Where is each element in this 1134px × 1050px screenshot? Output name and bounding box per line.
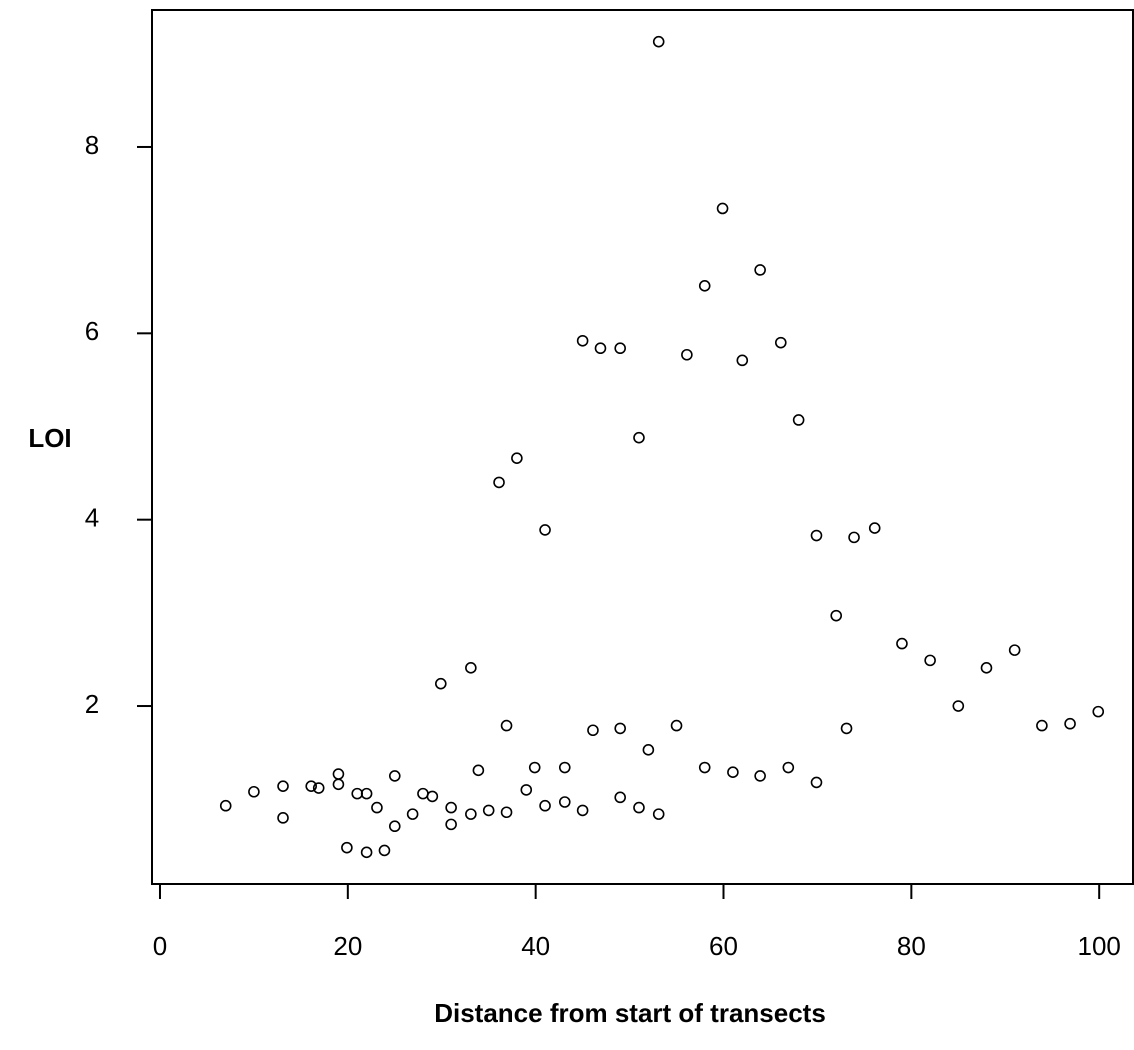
point (792, 414, 805, 426)
point (1092, 705, 1105, 718)
point (371, 801, 383, 814)
point (830, 609, 843, 622)
point (277, 780, 289, 792)
point (754, 264, 766, 276)
point (698, 280, 711, 292)
point (980, 662, 993, 674)
point (493, 476, 505, 489)
point (248, 785, 260, 798)
point (576, 334, 589, 347)
point (360, 846, 373, 859)
point (539, 799, 551, 812)
point (465, 662, 477, 674)
point (716, 202, 729, 215)
point (558, 796, 571, 808)
point (406, 808, 419, 820)
point (1008, 644, 1021, 656)
point (652, 808, 665, 820)
point (681, 348, 693, 361)
point (810, 776, 823, 789)
point (868, 522, 881, 534)
y-axis-label: LOI (28, 423, 71, 453)
x-tick-label: 40 (521, 931, 550, 961)
y-tick-label: 4 (85, 503, 99, 533)
point (388, 770, 401, 782)
point (219, 799, 232, 812)
point (445, 818, 457, 831)
point (472, 764, 485, 777)
point (360, 787, 373, 800)
point (417, 787, 429, 800)
point (277, 812, 289, 824)
point (312, 782, 325, 794)
point (810, 529, 823, 542)
point (736, 354, 749, 367)
x-tick-label: 100 (1077, 931, 1120, 961)
point (576, 804, 589, 817)
point (332, 768, 345, 780)
point (952, 700, 965, 712)
point (482, 804, 495, 817)
y-tick-label: 8 (85, 130, 99, 160)
point (782, 761, 795, 774)
point (614, 342, 626, 355)
point (539, 524, 551, 536)
point (445, 801, 457, 814)
point (388, 820, 401, 833)
point (435, 677, 447, 690)
point (774, 336, 787, 349)
x-tick-label: 0 (153, 931, 167, 961)
point (500, 806, 513, 819)
point (332, 778, 345, 791)
point (465, 808, 477, 820)
point (614, 791, 626, 804)
point (378, 844, 391, 857)
point (896, 637, 908, 650)
x-tick-label: 20 (333, 931, 362, 961)
point (614, 722, 626, 735)
x-tick-label: 60 (709, 931, 738, 961)
point (698, 761, 711, 774)
point (305, 780, 317, 792)
point (558, 761, 571, 774)
point (633, 431, 645, 444)
point (351, 787, 364, 800)
plot-box (151, 9, 1134, 885)
x-axis-label: Distance from start of transects (434, 998, 826, 1028)
point (652, 35, 665, 48)
point (594, 342, 607, 355)
point (727, 766, 739, 778)
point (633, 801, 645, 814)
point (1064, 717, 1076, 730)
x-tick-label: 80 (897, 931, 926, 961)
point (426, 790, 439, 803)
point (670, 719, 683, 732)
point (754, 770, 766, 782)
point (511, 452, 523, 464)
point (642, 744, 655, 756)
y-tick-label: 6 (85, 316, 99, 346)
point (520, 784, 533, 796)
y-tick-label: 2 (85, 689, 99, 719)
point (1036, 719, 1048, 732)
point (924, 654, 936, 667)
point (840, 722, 853, 735)
point (587, 724, 599, 737)
point (500, 719, 513, 732)
point (528, 761, 541, 774)
point (341, 841, 353, 854)
point (848, 531, 860, 544)
